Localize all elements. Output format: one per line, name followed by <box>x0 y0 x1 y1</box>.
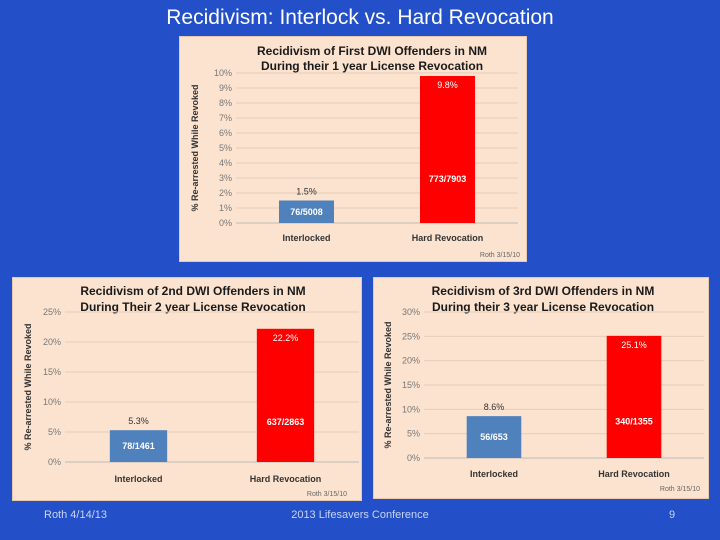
x-category-label: Hard Revocation <box>250 474 322 484</box>
value-label: 25.1% <box>621 340 647 350</box>
y-tick-label: 2% <box>219 188 232 198</box>
footer-page-number: 9 <box>669 509 676 521</box>
chart-title-line: Recidivism of First DWI Offenders in NM <box>257 44 487 58</box>
y-tick-label: 20% <box>402 356 420 366</box>
y-tick-label: 5% <box>219 143 232 153</box>
y-tick-label: 9% <box>219 83 232 93</box>
y-tick-label: 30% <box>402 307 420 317</box>
y-tick-label: 4% <box>219 158 232 168</box>
chart-title-line: During their 1 year License Revocation <box>261 59 483 73</box>
chart-panel-second-offenders: Recidivism of 2nd DWI Offenders in NM Dur… <box>12 277 362 501</box>
y-tick-label: 10% <box>402 404 420 414</box>
footer-author-date: Roth 4/14/13 <box>44 509 107 521</box>
value-label: 22.2% <box>273 333 299 343</box>
bar-interlocked <box>279 200 334 223</box>
footer-conference: 2013 Lifesavers Conference <box>291 509 429 521</box>
y-axis-label: % Re-arrested While Revoked <box>383 321 393 448</box>
y-axis-label: % Re-arrested While Revoked <box>190 84 200 211</box>
chart-panel-first-offenders: Recidivism of First DWI Offenders in NM D… <box>179 36 527 262</box>
bar-hard-revocation <box>606 335 662 458</box>
y-tick-label: 0% <box>219 218 232 228</box>
count-label: 340/1355 <box>615 416 653 426</box>
x-category-label: Hard Revocation <box>598 469 670 479</box>
y-tick-label: 10% <box>43 397 61 407</box>
x-category-label: Interlocked <box>470 469 518 479</box>
y-tick-label: 8% <box>219 98 232 108</box>
count-label: 78/1461 <box>122 441 155 451</box>
x-category-label: Interlocked <box>114 474 162 484</box>
y-tick-label: 15% <box>43 367 61 377</box>
count-label: 56/653 <box>480 432 508 442</box>
y-axis-label: % Re-arrested While Revoked <box>23 323 33 450</box>
y-tick-label: 25% <box>43 307 61 317</box>
chart-title-line: Recidivism of 2nd DWI Offenders in NM <box>80 284 305 298</box>
chart-third-offenders: Recidivism of 3rd DWI Offenders in NM Dur… <box>383 284 704 493</box>
slide-title: Recidivism: Interlock vs. Hard Revocatio… <box>166 6 554 29</box>
chart-second-offenders: Recidivism of 2nd DWI Offenders in NM Dur… <box>23 284 359 498</box>
count-label: 76/5008 <box>290 207 323 217</box>
y-tick-label: 0% <box>48 457 61 467</box>
count-label: 637/2863 <box>267 417 305 427</box>
chart-first-offenders: Recidivism of First DWI Offenders in NMD… <box>190 44 520 259</box>
bar-hard-revocation <box>420 76 475 223</box>
y-tick-label: 0% <box>407 453 420 463</box>
y-tick-label: 10% <box>214 68 232 78</box>
chart-credit: Roth 3/15/10 <box>480 252 520 259</box>
value-label: 1.5% <box>296 187 317 197</box>
count-label: 773/7903 <box>429 174 467 184</box>
chart-title-line: Recidivism of 3rd DWI Offenders in NM <box>432 284 655 298</box>
bar-hard-revocation <box>256 328 315 462</box>
bar-interlocked <box>466 416 522 458</box>
y-tick-label: 3% <box>219 173 232 183</box>
bar-interlocked <box>109 430 168 462</box>
x-category-label: Hard Revocation <box>412 233 484 243</box>
value-label: 8.6% <box>484 402 505 412</box>
chart-title-line: During Their 2 year License Revocation <box>80 300 305 314</box>
value-label: 9.8% <box>437 80 458 90</box>
y-tick-label: 20% <box>43 337 61 347</box>
chart-panel-third-offenders: Recidivism of 3rd DWI Offenders in NM Dur… <box>373 277 709 499</box>
y-tick-label: 25% <box>402 331 420 341</box>
y-tick-label: 6% <box>219 128 232 138</box>
chart-title-line: During their 3 year License Revocation <box>432 300 654 314</box>
y-tick-label: 5% <box>48 427 61 437</box>
y-tick-label: 1% <box>219 203 232 213</box>
y-tick-label: 15% <box>402 380 420 390</box>
value-label: 5.3% <box>128 416 149 426</box>
y-tick-label: 7% <box>219 113 232 123</box>
chart-credit: Roth 3/15/10 <box>660 486 700 493</box>
chart-credit: Roth 3/15/10 <box>307 491 347 498</box>
x-category-label: Interlocked <box>282 233 330 243</box>
y-tick-label: 5% <box>407 429 420 439</box>
